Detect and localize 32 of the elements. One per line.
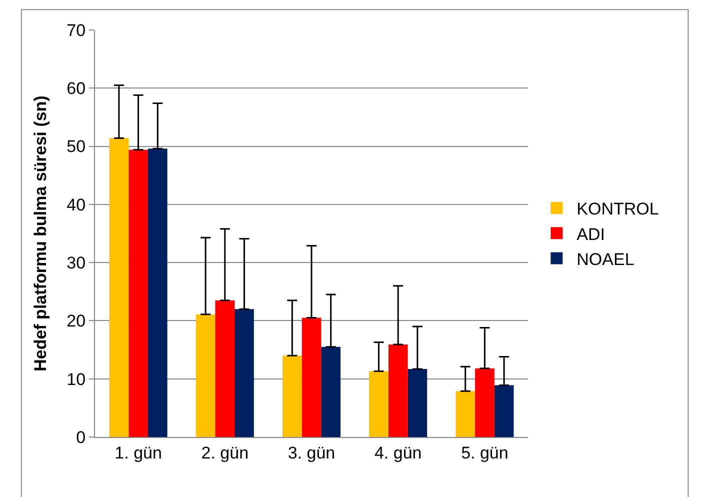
bar: [388, 344, 408, 437]
y-tick-label: 30: [66, 254, 86, 273]
bar: [109, 138, 129, 437]
bar: [215, 300, 235, 437]
bar: [369, 371, 388, 437]
x-tick-label: 1. gün: [114, 443, 162, 462]
bar: [494, 385, 514, 437]
bar: [196, 314, 216, 437]
bar: [475, 368, 494, 437]
y-tick-label: 0: [76, 428, 86, 447]
legend-label: NOAEL: [576, 250, 634, 269]
bar: [148, 148, 168, 437]
bar: [408, 368, 428, 437]
y-tick-label: 10: [66, 370, 86, 389]
bar: [234, 309, 254, 437]
y-axis-title: Hedef platformu bulma süresi (sn): [31, 96, 50, 372]
legend-label: ADI: [576, 224, 606, 244]
y-tick-label: 60: [66, 79, 86, 98]
y-tick-label: 50: [66, 137, 86, 156]
x-tick-label: 2. gün: [201, 443, 249, 462]
bar: [456, 391, 476, 437]
y-tick-label: 70: [66, 20, 86, 40]
y-tick-label: 20: [66, 312, 86, 331]
bar: [282, 356, 302, 437]
legend-label: KONTROL: [576, 200, 659, 219]
bar: [302, 318, 322, 437]
x-tick-label: 3. gün: [288, 443, 336, 462]
x-tick-label: 5. gün: [461, 443, 508, 462]
x-tick-label: 4. gün: [374, 443, 422, 462]
bar: [321, 346, 341, 437]
y-tick-label: 40: [66, 195, 86, 214]
bar: [128, 150, 148, 437]
